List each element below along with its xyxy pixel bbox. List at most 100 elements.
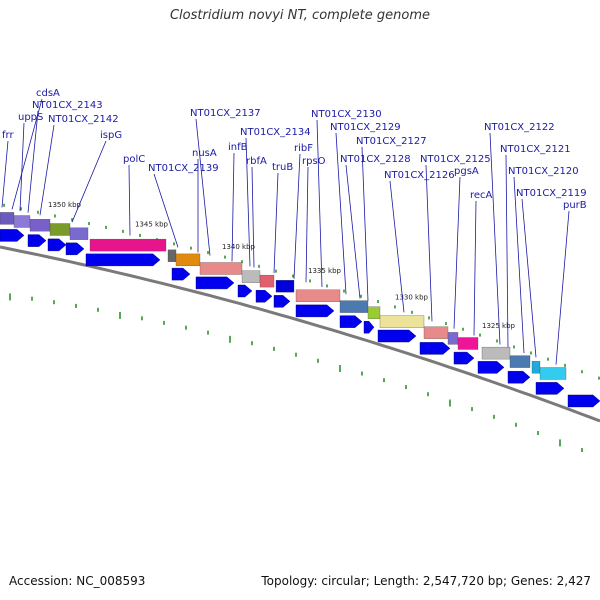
label-leader: [505, 154, 509, 348]
accession-text: Accession: NC_008593: [9, 574, 146, 588]
gene-arrow: [273, 295, 291, 308]
gene-arrow: [65, 242, 85, 256]
gene-box: [49, 223, 71, 236]
label-leader: [361, 146, 369, 301]
gene-box: [379, 315, 425, 328]
gene-label-nt01cx-2119: NT01CX_2119: [516, 188, 587, 199]
gene-box: [295, 289, 341, 302]
gene-label-nt01cx-2143: NT01CX_2143: [32, 100, 103, 111]
gene-box: [199, 262, 243, 275]
page-title: Clostridium novyi NT, complete genome: [169, 8, 431, 23]
gene-box: [167, 249, 177, 262]
kbp-label: 1340 kbp: [222, 243, 256, 251]
gene-box: [69, 227, 89, 240]
backbone-line: [0, 245, 600, 423]
label-leader: [71, 140, 107, 223]
gene-blocks: [0, 212, 600, 408]
gene-box: [423, 326, 449, 339]
gene-arrow: [237, 284, 253, 298]
gene-arrow: [171, 267, 191, 281]
gene-label-nt01cx-2126: NT01CX_2126: [384, 170, 455, 181]
label-leader: [128, 164, 131, 236]
gene-arrow: [85, 253, 161, 267]
gene-arrow: [377, 329, 417, 343]
label-leader: [19, 122, 25, 212]
label-leader: [335, 132, 347, 295]
label-leader: [345, 164, 361, 299]
gene-box: [367, 306, 381, 319]
gene-label-nt01cx-2125: NT01CX_2125: [420, 154, 491, 165]
gene-label-cdsa: cdsA: [36, 88, 60, 99]
gene-box: [13, 215, 31, 228]
gene-arrow: [363, 321, 375, 334]
gene-arrow: [535, 382, 565, 395]
label-leader: [153, 173, 179, 248]
genome-backbone: [0, 245, 600, 423]
gene-box: [275, 280, 295, 293]
gene-label-nt01cx-2121: NT01CX_2121: [500, 144, 571, 155]
gene-arrow: [47, 238, 67, 252]
label-leader: [245, 137, 251, 267]
gene-label-nt01cx-2122: NT01CX_2122: [484, 122, 555, 133]
gene-label-infb: infB: [228, 142, 248, 153]
gene-arrow: [255, 290, 273, 303]
label-leader: [293, 153, 301, 279]
gene-box: [509, 355, 531, 368]
gene-box: [259, 274, 275, 288]
gene-label-rpso: rpsO: [302, 156, 326, 167]
gene-label-nt01cx-2130: NT01CX_2130: [311, 109, 382, 120]
label-leaders: [1, 98, 570, 365]
gene-label-ispg: ispG: [100, 130, 122, 141]
label-leader: [251, 166, 255, 268]
gene-box: [175, 253, 201, 267]
gene-box: [29, 219, 51, 232]
kbp-label: 1345 kbp: [135, 221, 169, 229]
gene-box: [0, 212, 15, 225]
gene-box: [531, 361, 541, 374]
gene-arrow: [195, 276, 235, 290]
label-leader: [555, 210, 570, 365]
gene-arrow: [567, 394, 600, 408]
label-leader: [316, 119, 323, 288]
gene-label-trub: truB: [272, 162, 293, 173]
kbp-label: 1350 kbp: [48, 201, 82, 209]
label-leader: [273, 172, 279, 274]
label-leader: [389, 180, 405, 313]
gene-arrow: [453, 351, 475, 365]
label-leader: [39, 124, 55, 216]
label-leader: [489, 132, 501, 345]
gene-label-nusa: nusA: [192, 148, 217, 159]
gene-box: [447, 332, 459, 345]
gene-box: [241, 270, 261, 283]
gene-box: [89, 238, 167, 252]
gene-label-reca: recA: [470, 190, 493, 201]
label-leader: [521, 198, 537, 358]
label-leader: [513, 176, 525, 354]
gene-label-nt01cx-2129: NT01CX_2129: [330, 122, 401, 133]
gene-arrow: [507, 371, 531, 384]
gene-label-nt01cx-2142: NT01CX_2142: [48, 114, 119, 125]
gene-box: [539, 367, 567, 380]
label-leader: [425, 164, 433, 322]
gene-arrow: [27, 234, 47, 247]
gene-arrow: [295, 304, 335, 318]
gene-label-ribf: ribF: [294, 143, 313, 154]
gene-label-rbfa: rbfA: [246, 156, 267, 167]
label-leader: [305, 166, 309, 283]
label-leader: [473, 200, 477, 336]
gene-label-purb: purB: [563, 200, 587, 211]
gene-label-nt01cx-2139: NT01CX_2139: [148, 163, 219, 174]
gene-label-nt01cx-2120: NT01CX_2120: [508, 166, 579, 177]
gene-arrow: [339, 315, 363, 328]
kbp-label: 1335 kbp: [308, 267, 342, 275]
label-leader: [195, 118, 211, 256]
gene-box: [457, 337, 479, 350]
gene-label-polc: polC: [123, 154, 145, 165]
label-leader: [453, 176, 461, 329]
gene-label-nt01cx-2127: NT01CX_2127: [356, 136, 427, 147]
gene-label-upps: uppS: [18, 112, 43, 123]
gene-label-pgsa: pgsA: [454, 166, 479, 177]
gene-label-nt01cx-2128: NT01CX_2128: [340, 154, 411, 165]
